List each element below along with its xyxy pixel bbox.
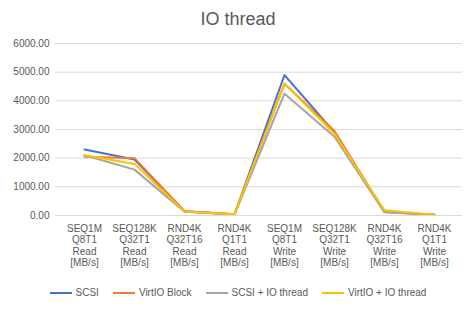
svg-text:6000.00: 6000.00 [13, 38, 50, 49]
svg-text:SEQ128KQ32T1Write[MB/s]: SEQ128KQ32T1Write[MB/s] [312, 223, 357, 269]
svg-text:1000.00: 1000.00 [13, 181, 50, 192]
svg-text:SEQ128KQ32T1Read[MB/s]: SEQ128KQ32T1Read[MB/s] [112, 223, 157, 269]
svg-text:RND4KQ1T1Write[MB/s]: RND4KQ1T1Write[MB/s] [418, 223, 452, 269]
svg-text:4000.00: 4000.00 [13, 95, 50, 106]
html-text:VirtIO + IO thread: VirtIO + IO thread [348, 287, 427, 298]
svg-text:3000.00: 3000.00 [13, 124, 50, 135]
svg-text:RND4KQ32T16Write[MB/s]: RND4KQ32T16Write[MB/s] [366, 223, 403, 269]
svg-text:RND4KQ32T16Read[MB/s]: RND4KQ32T16Read[MB/s] [166, 223, 203, 269]
svg-text:SEQ1MQ8T1Read[MB/s]: SEQ1MQ8T1Read[MB/s] [67, 223, 102, 269]
html-text:SCSI + IO thread: SCSI + IO thread [231, 287, 308, 298]
svg-text:SEQ1MQ8T1Write[MB/s]: SEQ1MQ8T1Write[MB/s] [267, 223, 302, 269]
svg-text:RND4KQ1T1Read[MB/s]: RND4KQ1T1Read[MB/s] [218, 223, 252, 269]
html-text:VirtIO Block: VirtIO Block [138, 287, 192, 298]
html-text:SCSI: SCSI [75, 287, 99, 298]
svg-text:2000.00: 2000.00 [13, 152, 50, 163]
svg-text:5000.00: 5000.00 [13, 66, 50, 77]
svg-text:0.00: 0.00 [30, 210, 50, 221]
html-text:IO thread: IO thread [200, 9, 276, 29]
